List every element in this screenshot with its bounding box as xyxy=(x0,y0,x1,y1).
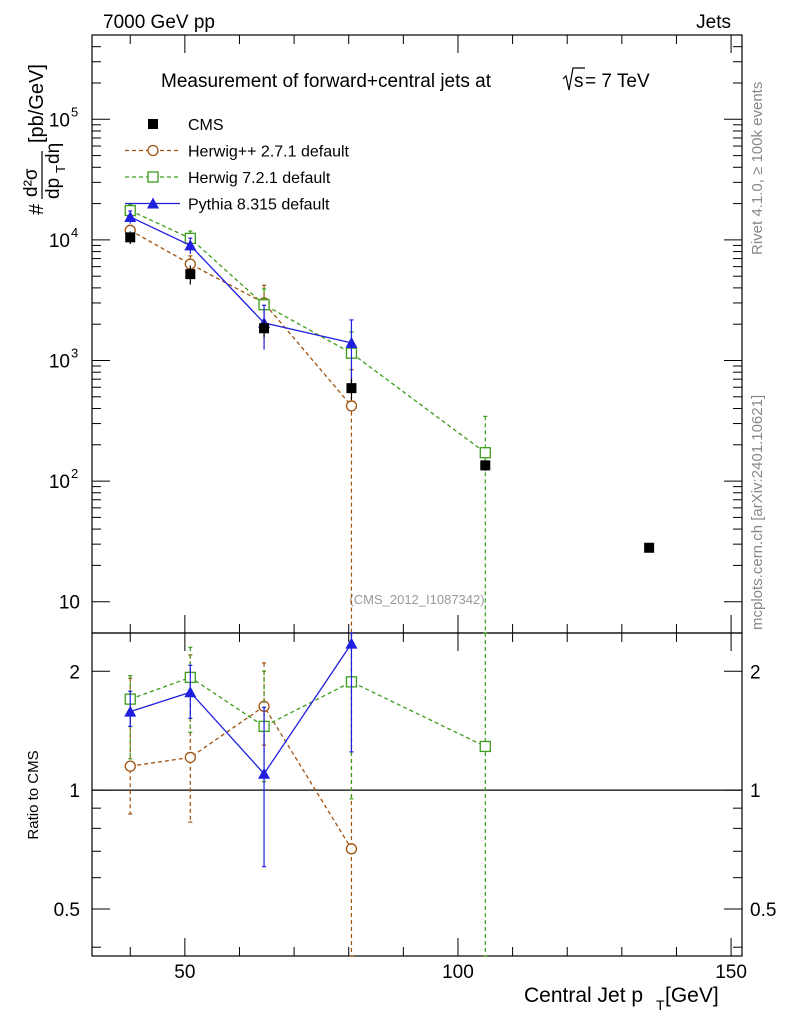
legend-entry-herwigpp: Herwig++ 2.7.1 default xyxy=(125,144,350,161)
ylabel-denominator: dp xyxy=(43,178,64,199)
ratio-series-herwig7 xyxy=(124,632,491,957)
ylabel-unit: [pb/GeV] xyxy=(26,64,48,143)
ratio-y-tick-label: 2 xyxy=(69,662,80,683)
main-point-pythia xyxy=(124,210,137,222)
ratio-line-herwigpp xyxy=(130,705,353,850)
ratio-point-herwigpp xyxy=(184,751,196,764)
mcplots-reference-label: mcplots.cern.ch [arXiv:2401.10621] xyxy=(749,395,766,630)
main-plot-data xyxy=(124,204,655,633)
ratio-y-axis-label: Ratio to CMS xyxy=(25,750,42,839)
ratio-y-tick-label-right: 2 xyxy=(750,662,761,683)
legend-entry-pythia: Pythia 8.315 default xyxy=(125,197,330,214)
ratio-y-tick-label: 1 xyxy=(69,781,80,802)
main-point-pythia xyxy=(345,336,358,348)
ratio-series-herwigpp xyxy=(124,632,358,957)
ratio-point-pythia xyxy=(258,767,271,779)
main-point-cms xyxy=(259,323,270,334)
y-tick-label-exponent: 5 xyxy=(71,104,78,119)
ratio-point-pythia xyxy=(124,705,137,717)
legend-label-herwigpp: Herwig++ 2.7.1 default xyxy=(188,144,350,161)
header-jets-label: Jets xyxy=(696,12,731,33)
y-tick-label: 10 xyxy=(49,231,70,252)
legend-marker-herwigpp xyxy=(147,144,159,157)
main-point-herwigpp xyxy=(345,400,358,412)
y-tick-label: 10 xyxy=(49,110,70,131)
main-point-cms xyxy=(346,383,357,394)
main-series-herwigpp xyxy=(124,224,358,633)
y-tick-label: 10 xyxy=(59,593,80,614)
main-point-cms xyxy=(480,460,491,471)
legend-marker-herwig7 xyxy=(147,171,159,183)
ratio-point-herwigpp xyxy=(345,843,358,855)
main-title: Measurement of forward+central jets at s… xyxy=(161,67,650,92)
ratio-line-pythia xyxy=(130,643,352,775)
y-tick-label: 10 xyxy=(49,472,70,493)
main-point-cms xyxy=(644,542,655,553)
ylabel-denominator-sub: T xyxy=(53,165,68,173)
ratio-point-pythia xyxy=(184,686,197,698)
x-tick-label: 50 xyxy=(174,962,195,983)
legend-label-herwig7: Herwig 7.2.1 default xyxy=(188,170,331,187)
main-series-herwig7 xyxy=(124,204,491,633)
main-line-herwig7 xyxy=(129,209,486,454)
y-tick-label-exponent: 2 xyxy=(71,466,78,481)
legend-entry-cms: CMS xyxy=(148,117,224,134)
title-prefix: Measurement of forward+central jets at xyxy=(161,71,492,92)
xlabel-sub: T xyxy=(656,997,665,1013)
main-point-cms xyxy=(125,232,136,243)
legend-label-cms: CMS xyxy=(188,117,224,134)
title-sqrt-s: s xyxy=(574,71,584,92)
ratio-point-herwigpp xyxy=(124,760,136,772)
main-series-cms xyxy=(125,231,655,553)
legend-marker-pythia xyxy=(147,197,159,209)
ylabel-numerator: d²σ xyxy=(21,168,42,197)
y-tick-label: 10 xyxy=(49,351,70,372)
x-tick-label: 100 xyxy=(442,962,474,983)
ratio-y-tick-label-right: 0.5 xyxy=(750,900,776,921)
main-point-cms xyxy=(185,269,196,280)
y-tick-label-exponent: 4 xyxy=(71,225,78,240)
ylabel-hash: # xyxy=(26,203,48,215)
legend-label-pythia: Pythia 8.315 default xyxy=(188,197,330,214)
y-tick-label-exponent: 3 xyxy=(71,345,78,360)
main-point-pythia xyxy=(184,239,197,251)
header-energy-label: 7000 GeV pp xyxy=(103,12,215,33)
ratio-series-pythia xyxy=(124,632,358,868)
legend: CMS Herwig++ 2.7.1 default Herwig 7.2.1 de… xyxy=(125,117,350,214)
ratio-point-pythia xyxy=(345,637,358,649)
main-y-axis-label: # d²σ dp T dη [pb/GeV] xyxy=(21,64,68,215)
xlabel-unit: [GeV] xyxy=(665,984,719,1007)
title-suffix: = 7 TeV xyxy=(585,71,650,92)
ratio-axis-ticks: 0.5 0.5 1 1 2 2 50 100 150 xyxy=(54,633,776,983)
rivet-version-label: Rivet 4.1.0, ≥ 100k events xyxy=(749,82,766,255)
legend-marker-cms xyxy=(148,119,158,129)
x-axis-label: Central Jet p T [GeV] xyxy=(524,984,719,1013)
main-point-herwig7 xyxy=(479,447,491,459)
ratio-y-tick-label-right: 1 xyxy=(750,781,761,802)
ratio-y-tick-label: 0.5 xyxy=(54,900,80,921)
ratio-plot-data xyxy=(124,632,491,957)
main-series-pythia xyxy=(124,210,358,385)
xlabel-main: Central Jet p xyxy=(524,984,643,1007)
ratio-plot-frame xyxy=(91,632,743,957)
main-line-pythia xyxy=(129,216,352,344)
ylabel-denominator-tail: dη xyxy=(43,143,64,164)
ratio-line-herwig7 xyxy=(130,676,486,748)
legend-entry-herwig7: Herwig 7.2.1 default xyxy=(125,170,331,187)
x-tick-label: 150 xyxy=(715,962,747,983)
main-line-herwigpp xyxy=(129,229,352,407)
analysis-watermark: (CMS_2012_I1087342) xyxy=(349,592,484,607)
ratio-point-herwig7 xyxy=(479,740,491,753)
sqrt-sign xyxy=(562,67,585,91)
